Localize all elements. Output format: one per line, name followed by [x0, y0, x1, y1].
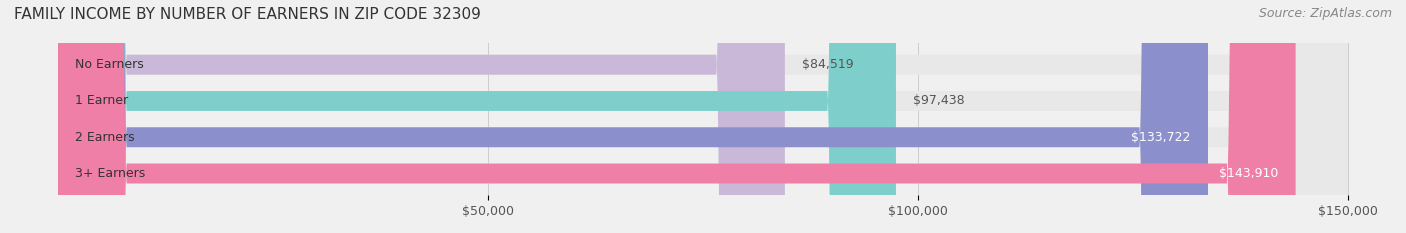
Text: 1 Earner: 1 Earner: [75, 95, 128, 107]
Text: $84,519: $84,519: [801, 58, 853, 71]
FancyBboxPatch shape: [58, 0, 896, 233]
FancyBboxPatch shape: [58, 0, 1348, 233]
Text: 3+ Earners: 3+ Earners: [75, 167, 145, 180]
Text: 2 Earners: 2 Earners: [75, 131, 135, 144]
Text: $97,438: $97,438: [912, 95, 965, 107]
FancyBboxPatch shape: [58, 0, 1348, 233]
FancyBboxPatch shape: [58, 0, 1208, 233]
Text: FAMILY INCOME BY NUMBER OF EARNERS IN ZIP CODE 32309: FAMILY INCOME BY NUMBER OF EARNERS IN ZI…: [14, 7, 481, 22]
FancyBboxPatch shape: [58, 0, 1348, 233]
FancyBboxPatch shape: [58, 0, 1348, 233]
FancyBboxPatch shape: [58, 0, 1295, 233]
Text: $133,722: $133,722: [1132, 131, 1191, 144]
Text: Source: ZipAtlas.com: Source: ZipAtlas.com: [1258, 7, 1392, 20]
FancyBboxPatch shape: [58, 0, 785, 233]
Text: No Earners: No Earners: [75, 58, 143, 71]
Text: $143,910: $143,910: [1219, 167, 1278, 180]
